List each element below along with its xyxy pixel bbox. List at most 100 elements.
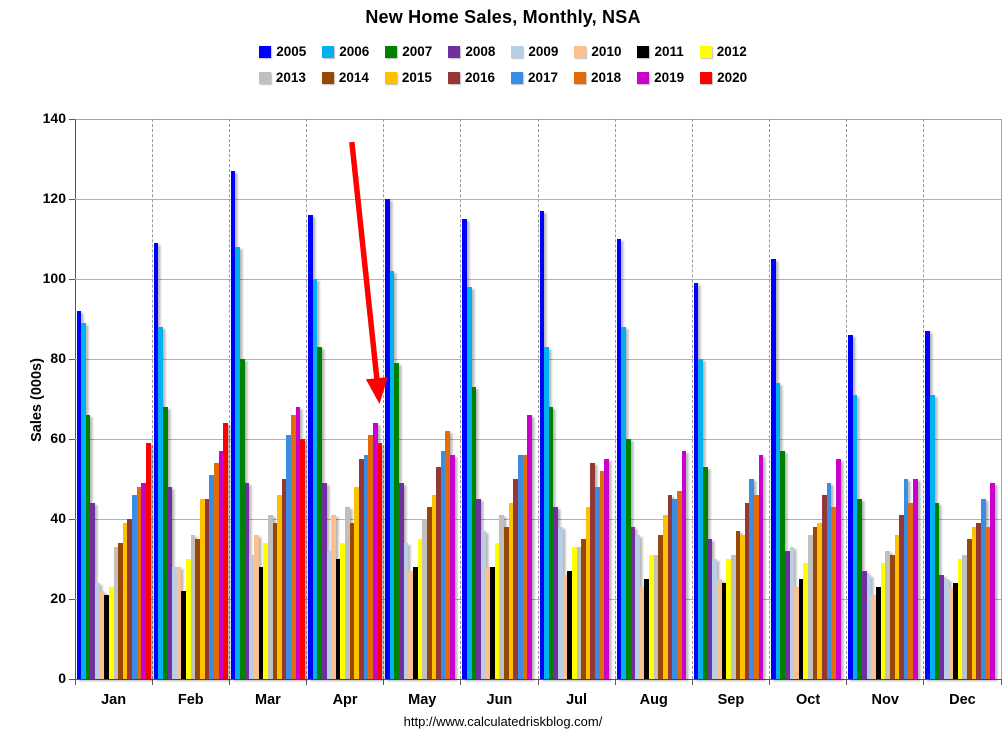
bar-2014-aug — [658, 535, 663, 679]
ytick-label-120: 120 — [42, 190, 66, 206]
bar-2010-sep — [717, 579, 722, 679]
xtick-mark — [691, 679, 693, 685]
bar-2008-jun — [476, 499, 481, 679]
bar-2014-oct — [812, 527, 818, 679]
bar-2010-oct — [794, 587, 799, 679]
bar-2016-nov — [899, 515, 904, 679]
bar-2013-feb — [190, 535, 196, 679]
bar-2010-jan — [99, 591, 105, 679]
bar-2011-oct — [798, 579, 804, 679]
bar-2016-oct — [821, 495, 827, 679]
bar-2016-jul — [590, 463, 596, 679]
bar-2007-aug — [625, 439, 631, 679]
bar-2007-sep — [703, 467, 708, 679]
bar-2016-sep — [744, 503, 750, 679]
legend-item-2006: 2006 — [322, 44, 369, 59]
bar-2009-sep — [712, 559, 717, 679]
xaxis-label-feb: Feb — [177, 692, 204, 708]
bar-2007-jan — [85, 415, 91, 679]
bar-2009-jun — [480, 531, 486, 679]
ytick-label-60: 60 — [50, 430, 66, 446]
legend-label-2018: 2018 — [591, 70, 622, 85]
bar-2014-jul — [581, 539, 586, 679]
legend-item-2017: 2017 — [511, 70, 558, 85]
bar-2013-nov — [885, 551, 890, 679]
bar-2007-nov — [857, 499, 863, 679]
bar-2007-may — [394, 363, 400, 679]
legend-label-2008: 2008 — [465, 44, 496, 59]
legend-item-2010: 2010 — [574, 44, 621, 59]
bar-2006-may — [389, 271, 395, 679]
legend: 2005 2006 2007 2008 2009 2010 2011 2012 2013 2014… — [0, 44, 1006, 85]
bar-2017-jun — [517, 455, 523, 679]
bar-2018-jan — [136, 487, 142, 679]
legend-swatch-2011 — [637, 45, 650, 58]
bar-2017-dec — [980, 499, 986, 679]
ytick-label-40: 40 — [50, 510, 66, 526]
bar-2007-jun — [471, 387, 477, 679]
bar-2011-may — [412, 567, 418, 679]
xtick-mark — [151, 679, 153, 685]
bar-2010-apr — [331, 515, 336, 679]
bar-2005-apr — [308, 215, 313, 679]
xaxis-label-aug: Aug — [639, 692, 668, 708]
bar-2020-mar — [300, 439, 305, 679]
bar-2011-jan — [104, 595, 109, 679]
bar-2008-nov — [862, 571, 867, 679]
bar-2014-mar — [272, 523, 278, 679]
ytick-mark-60 — [69, 438, 75, 440]
month-separator — [846, 119, 848, 679]
bar-2010-feb — [176, 567, 182, 679]
bar-2006-jun — [466, 287, 472, 679]
bar-2018-oct — [831, 507, 836, 679]
ytick-label-20: 20 — [50, 590, 66, 606]
plot-frame — [75, 119, 1002, 680]
bar-2015-may — [431, 495, 437, 679]
xtick-mark — [846, 679, 848, 685]
legend-swatch-2007 — [385, 45, 398, 58]
bar-2013-may — [422, 519, 427, 679]
bar-2017-mar — [286, 435, 292, 679]
legend-label-2009: 2009 — [528, 44, 559, 59]
bar-2010-mar — [254, 535, 259, 679]
bar-2011-feb — [181, 591, 187, 679]
bar-2019-sep — [758, 455, 764, 679]
month-separator — [537, 119, 539, 679]
xaxis-label-dec: Dec — [949, 692, 976, 708]
bar-2012-apr — [340, 543, 346, 679]
bar-2014-feb — [195, 539, 200, 679]
legend-swatch-2005 — [259, 45, 272, 58]
bar-2015-jan — [122, 523, 128, 679]
legend-item-2007: 2007 — [385, 44, 432, 59]
xaxis-label-jun: Jun — [486, 692, 513, 708]
legend-label-2010: 2010 — [591, 44, 622, 59]
bar-2006-dec — [929, 395, 935, 679]
xaxis-label-may: May — [408, 692, 437, 708]
bar-2019-aug — [681, 451, 687, 679]
bar-2005-jun — [462, 219, 467, 679]
xaxis-label-oct: Oct — [795, 692, 821, 708]
bar-2010-jun — [485, 567, 491, 679]
bar-2017-aug — [672, 499, 677, 679]
ytick-mark-40 — [69, 518, 75, 520]
bar-2015-apr — [354, 487, 359, 679]
bar-2012-mar — [263, 543, 268, 679]
legend-item-2005: 2005 — [259, 44, 306, 59]
ytick-label-0: 0 — [58, 670, 66, 686]
bar-2008-sep — [707, 539, 713, 679]
bar-2006-jan — [81, 323, 86, 679]
bar-2009-apr — [326, 551, 332, 679]
legend-swatch-2012 — [699, 45, 712, 58]
bar-2012-may — [417, 539, 423, 679]
bar-2008-aug — [630, 527, 636, 679]
bar-2009-nov — [866, 575, 872, 679]
bar-2019-jan — [141, 483, 147, 679]
bar-2019-mar — [295, 407, 301, 679]
bar-2010-dec — [948, 587, 954, 679]
bar-2016-feb — [204, 499, 210, 679]
bar-2013-jan — [113, 547, 119, 679]
bar-2012-nov — [880, 563, 886, 679]
bar-2011-mar — [258, 567, 264, 679]
bar-2008-jan — [90, 503, 96, 679]
